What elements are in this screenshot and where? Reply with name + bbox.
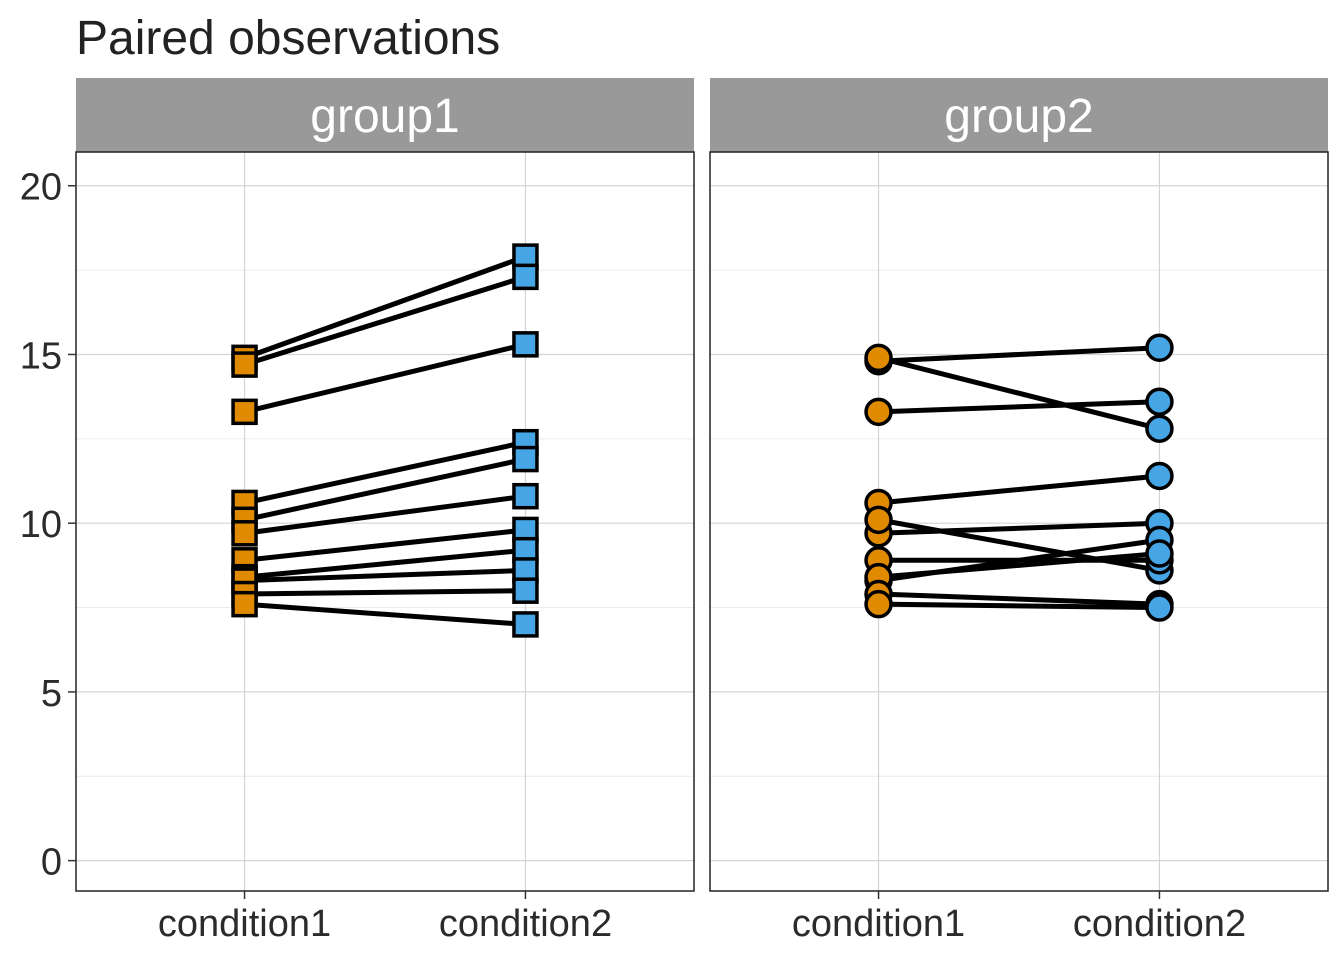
- facet-strip: [710, 78, 1328, 152]
- pair-line: [878, 601, 1160, 611]
- data-point: [512, 263, 539, 291]
- data-point: [1145, 387, 1174, 416]
- data-point: [1145, 539, 1174, 568]
- pair-line: [244, 527, 526, 563]
- panels-layer: group1 condition1 condition2 group2 conditio…: [20, 78, 1329, 945]
- data-point: [231, 520, 258, 547]
- pair-line: [244, 439, 526, 506]
- y-tick-label: 20: [20, 167, 62, 209]
- y-axis: 0 5 10 15 20: [20, 167, 76, 884]
- x-tick-label: condition2: [439, 903, 612, 945]
- pair-line: [244, 456, 526, 523]
- data-point: [231, 351, 258, 378]
- pair-line: [877, 355, 1161, 432]
- data-point: [231, 398, 258, 426]
- pair-line: [244, 493, 526, 536]
- data-point: [864, 343, 893, 373]
- pair-line: [878, 473, 1160, 506]
- data-point: [512, 331, 539, 358]
- panel-group2: group2 condition1 condition2: [709, 78, 1329, 945]
- data-point: [512, 445, 539, 473]
- panel-border: [709, 151, 1329, 892]
- y-tick-label: 0: [41, 842, 62, 884]
- facet-label: group2: [944, 90, 1093, 143]
- pair-line: [878, 591, 1160, 607]
- data-point: [864, 589, 893, 619]
- pair-line: [244, 547, 526, 580]
- chart-title: Paired observations: [76, 12, 500, 65]
- pair-line: [244, 601, 526, 627]
- pair-line: [243, 341, 527, 415]
- data-point: [1145, 414, 1174, 443]
- facet-label: group1: [310, 90, 459, 143]
- x-tick-label: condition1: [792, 903, 965, 945]
- data-point: [864, 505, 893, 535]
- data-point: [512, 482, 539, 510]
- data-point: [1145, 593, 1174, 622]
- facet-strip: [76, 78, 694, 152]
- data-point: [1145, 461, 1174, 491]
- y-tick-label: 15: [20, 335, 62, 377]
- y-tick-label: 5: [41, 673, 62, 715]
- pair-line: [243, 254, 527, 361]
- panel-border: [75, 151, 695, 892]
- pair-line: [878, 520, 1160, 536]
- pair-line: [878, 399, 1160, 415]
- pair-line: [244, 567, 526, 584]
- pair-line: [244, 588, 526, 597]
- pair-line: [878, 551, 1160, 580]
- x-tick-label: condition1: [158, 903, 331, 945]
- data-point: [512, 611, 539, 638]
- panel-group1: group1 condition1 condition2: [75, 78, 695, 945]
- data-point: [1145, 333, 1174, 362]
- panel-background: [710, 152, 1328, 891]
- y-tick-label: 10: [20, 504, 62, 546]
- panel-background: [76, 152, 694, 891]
- x-tick-label: condition2: [1073, 903, 1246, 945]
- data-point: [231, 590, 258, 618]
- pair-line: [243, 274, 527, 367]
- data-point: [864, 397, 893, 427]
- pair-line: [878, 345, 1160, 364]
- data-point: [512, 577, 539, 604]
